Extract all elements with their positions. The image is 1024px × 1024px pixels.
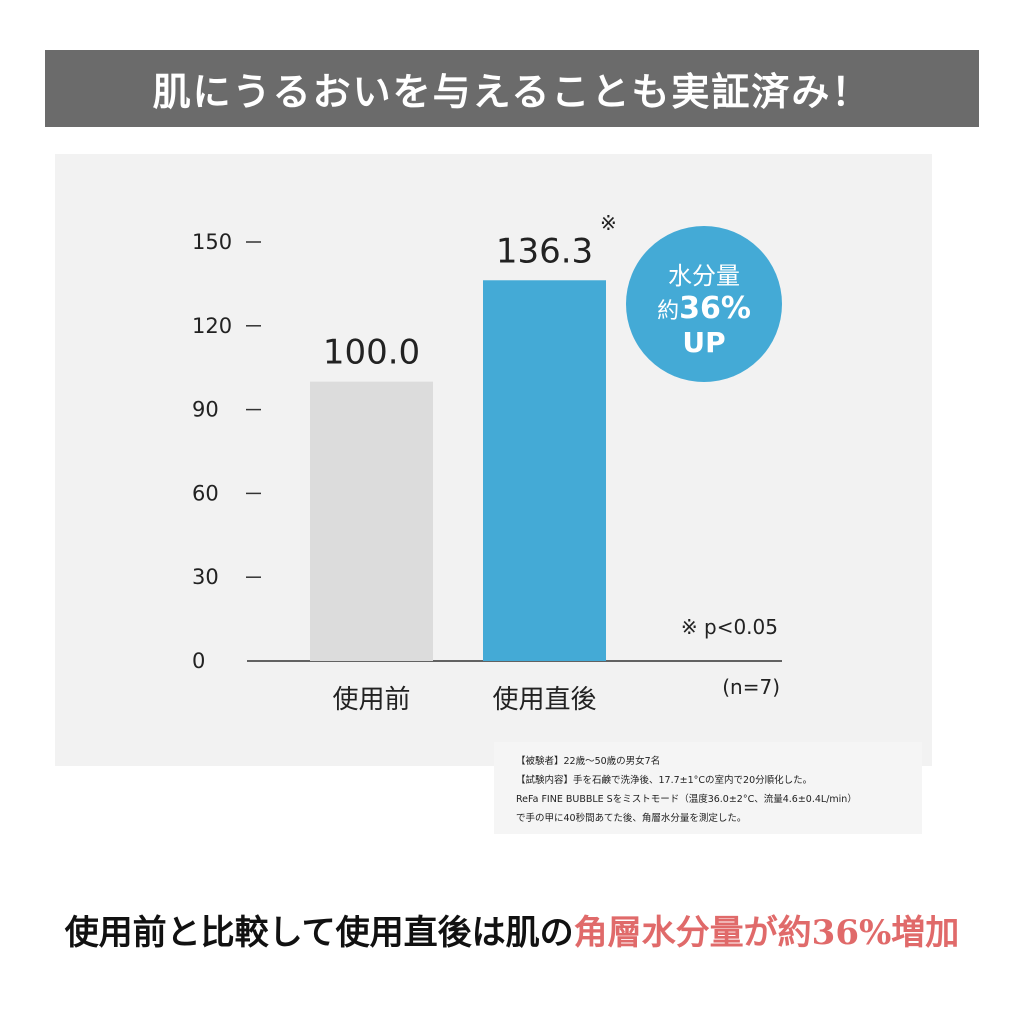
- y-tick-label: 150: [192, 230, 232, 254]
- bar: [483, 280, 606, 661]
- sample-size-note: (n=7): [722, 675, 780, 699]
- significance-mark: ※: [600, 211, 617, 235]
- header-banner: 肌にうるおいを与えることも実証済み！: [45, 50, 979, 127]
- footnote-line: ReFa FINE BUBBLE Sをミストモード（温度36.0±2°C、流量4…: [516, 794, 857, 805]
- y-tick-label: 30: [192, 565, 219, 589]
- y-tick-label: 60: [192, 481, 219, 505]
- footnote-line: 【試験内容】手を石鹸で洗浄後、17.7±1°Cの室内で20分順化した。: [516, 775, 813, 786]
- bar: [310, 381, 433, 661]
- badge-line3: UP: [682, 326, 725, 359]
- bar-value-label: 136.3: [496, 231, 593, 271]
- badge-line1: 水分量: [668, 262, 740, 290]
- summary-prefix: 使用前と比較して使用直後は肌の: [64, 913, 574, 953]
- y-tick-label: 90: [192, 398, 219, 422]
- category-label: 使用前: [332, 685, 410, 715]
- badge-line2-value: 36%: [679, 291, 751, 326]
- bar-value-label: 100.0: [323, 333, 420, 373]
- significance-note: ※ p<0.05: [681, 615, 778, 639]
- increase-badge-circle: [626, 226, 782, 382]
- category-label: 使用直後: [492, 685, 596, 715]
- test-conditions-footnote: 【被験者】22歳～50歳の男女7名 【試験内容】手を石鹸で洗浄後、17.7±1°…: [494, 742, 922, 834]
- summary-highlight: 角層水分量が約36%増加: [573, 913, 960, 953]
- badge-line2: 約36%: [657, 291, 751, 326]
- y-tick-label: 120: [192, 314, 232, 338]
- footnote-line: 【被験者】22歳～50歳の男女7名: [516, 756, 661, 767]
- badge-line2-prefix: 約: [657, 299, 679, 324]
- summary-text: 使用前と比較して使用直後は肌の角層水分量が約36%増加: [0, 905, 1024, 954]
- y-tick-label: 0: [192, 649, 205, 673]
- footnote-line: で手の甲に40秒間あてた後、角層水分量を測定した。: [516, 813, 747, 824]
- header-title: 肌にうるおいを与えることも実証済み！: [152, 69, 872, 114]
